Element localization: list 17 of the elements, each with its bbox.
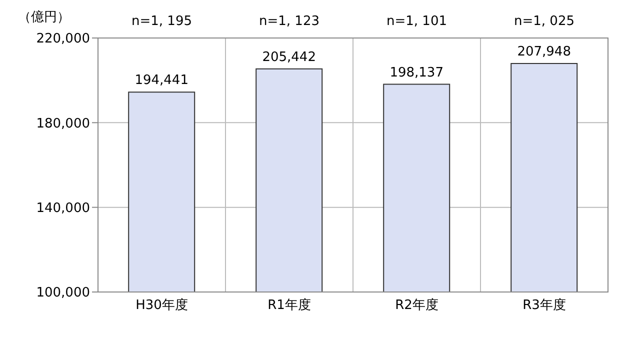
text: n=1, 123: [258, 14, 320, 29]
x-tick-label: R2年度: [395, 297, 438, 314]
text: n=1, 101: [386, 14, 448, 29]
text: n=1, 195: [130, 14, 193, 29]
y-tick-label: 180,000: [36, 116, 90, 132]
y-tick-label: 140,000: [36, 200, 90, 216]
x-tick-label: R3年度: [522, 297, 566, 314]
text: n=1, 025: [513, 14, 576, 29]
data-label: 207,948: [517, 44, 571, 60]
y-tick-label: 220,000: [36, 32, 90, 47]
data-label: 198,137: [390, 65, 444, 80]
y-axis-title: （億円）: [18, 9, 70, 26]
x-tick-label: R1年度: [268, 297, 311, 314]
x-tick-label: H30年度: [136, 297, 188, 314]
data-label: 194,441: [134, 73, 188, 88]
y-tick-label: 100,000: [36, 286, 90, 301]
data-label: 205,442: [262, 50, 316, 65]
